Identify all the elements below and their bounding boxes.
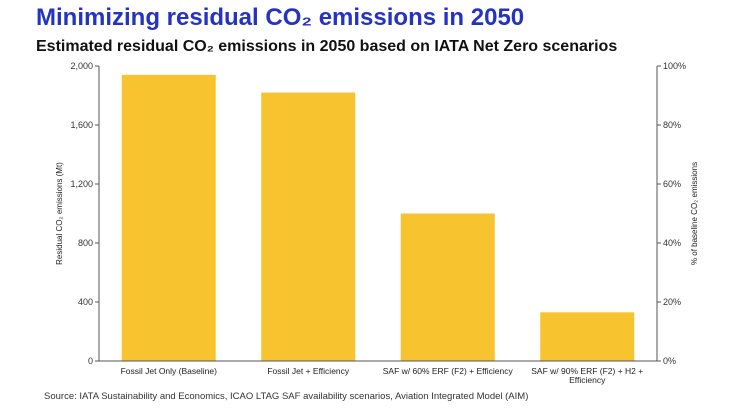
y2-tick-label: 80% xyxy=(663,120,681,130)
y-tick-label: 2,000 xyxy=(70,61,93,71)
y2-tick-label: 0% xyxy=(663,356,676,366)
y-tick-label: 400 xyxy=(78,297,93,307)
bar-3 xyxy=(400,213,495,361)
bar-4 xyxy=(540,312,635,361)
x-tick-label: Fossil Jet + Efficiency xyxy=(267,366,350,376)
y-tick-label: 800 xyxy=(78,238,93,248)
y2-tick-label: 20% xyxy=(663,297,681,307)
y2-tick-label: 100% xyxy=(663,61,686,71)
y2-tick-label: 40% xyxy=(663,238,681,248)
chart-subtitle: Estimated residual CO₂ emissions in 2050… xyxy=(36,38,618,55)
y-tick-label: 1,200 xyxy=(70,179,93,189)
y-axis-label: Residual CO₂ emissions (Mt) xyxy=(55,162,64,265)
y-tick-label: 0 xyxy=(88,356,93,366)
source-note: Source: IATA Sustainability and Economic… xyxy=(44,391,529,402)
x-tick-label: SAF w/ 90% ERF (F2) + H2 + Efficiency xyxy=(531,366,643,385)
bar-1 xyxy=(121,74,216,361)
x-tick-label: SAF w/ 60% ERF (F2) + Efficiency xyxy=(383,366,514,376)
y-tick-label: 1,600 xyxy=(70,120,93,130)
y2-tick-label: 60% xyxy=(663,179,681,189)
x-tick-label: Fossil Jet Only (Baseline) xyxy=(121,366,218,376)
y2-axis-label: % of baseline CO₂ emissions xyxy=(690,162,699,265)
bar-2 xyxy=(261,92,356,362)
chart-title: Minimizing residual CO₂ emissions in 205… xyxy=(36,4,525,31)
